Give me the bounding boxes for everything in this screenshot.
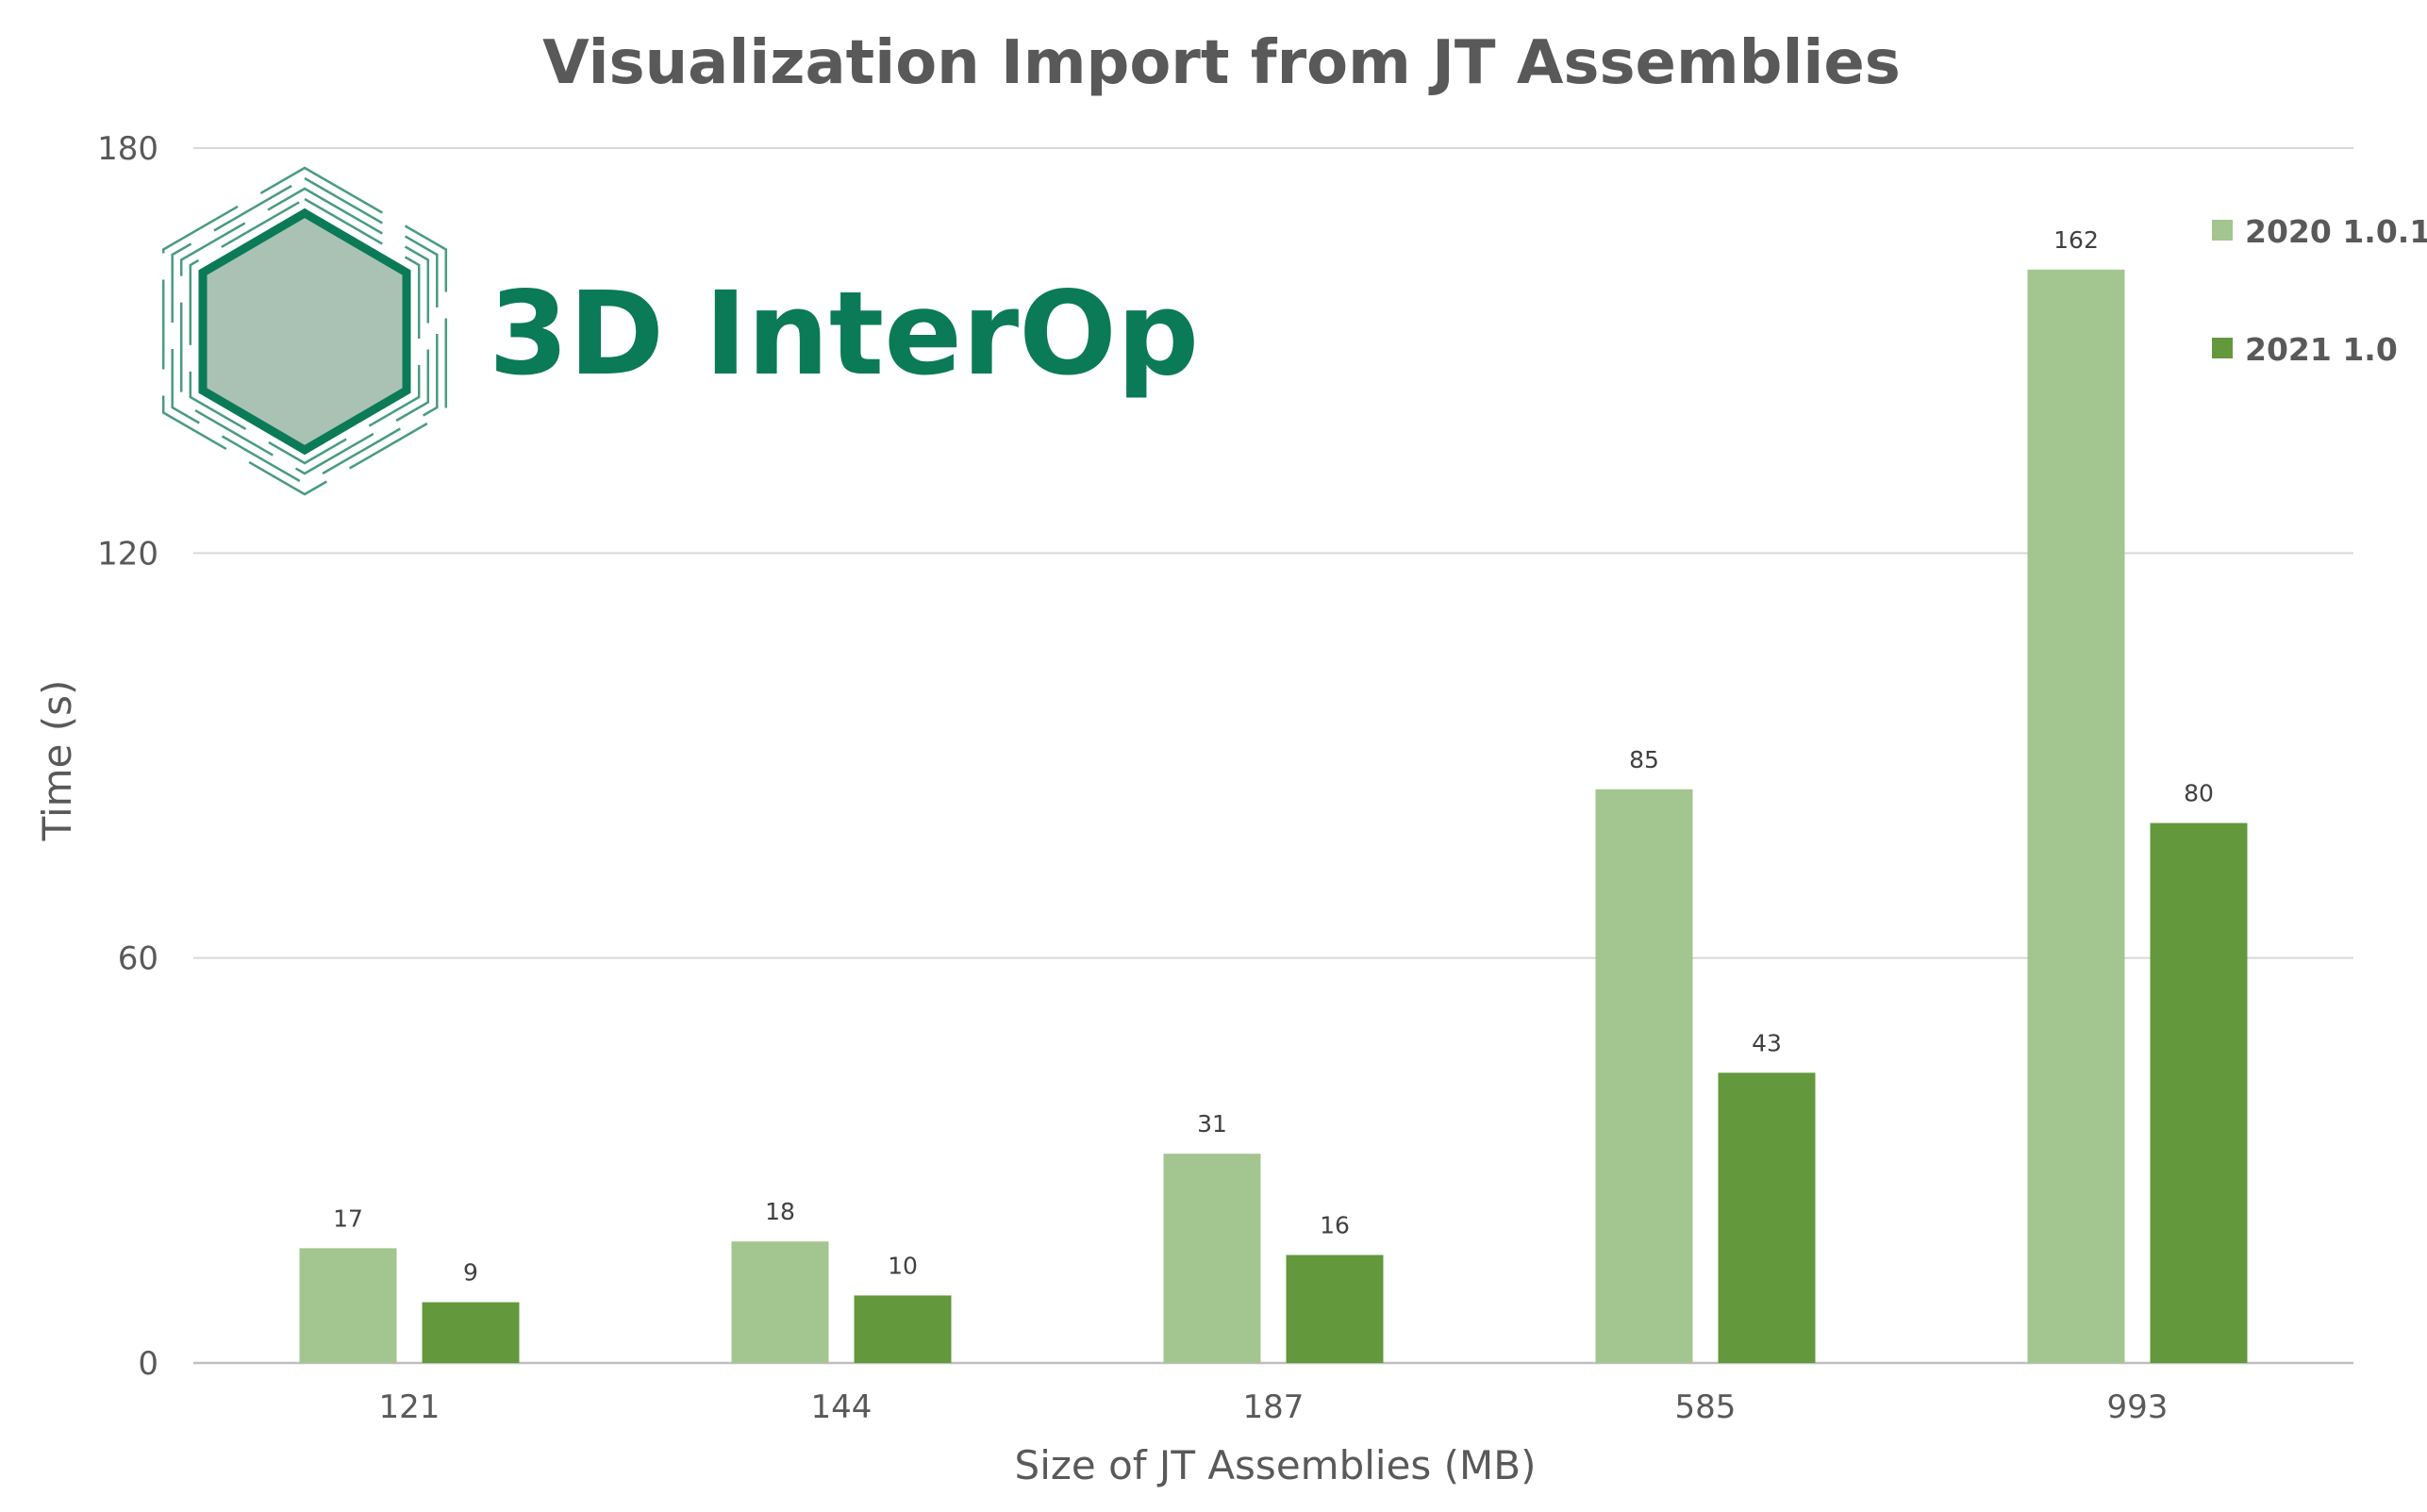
x-tick-label: 993 <box>2107 1388 2169 1426</box>
hex-hatch-line <box>171 176 439 486</box>
hex-hatch-line <box>189 197 421 465</box>
bar <box>1718 1072 1816 1363</box>
data-label: 10 <box>888 1252 918 1279</box>
bar-series <box>299 269 2248 1363</box>
data-label: 43 <box>1752 1029 1782 1056</box>
data-labels: 17 9 18 10 31 16 85 43 162 80 <box>333 226 2214 1287</box>
data-label: 31 <box>1197 1110 1227 1138</box>
x-tick-label: 121 <box>379 1388 441 1426</box>
bar <box>854 1295 952 1363</box>
x-tick-label: 585 <box>1675 1388 1737 1426</box>
gridlines <box>193 147 2353 1365</box>
logo: 3D InterOp <box>161 166 1199 496</box>
y-axis-ticks: 0 60 120 180 <box>97 130 158 1383</box>
bar <box>1595 789 1693 1363</box>
data-label: 18 <box>765 1198 795 1225</box>
x-tick-label: 187 <box>1243 1388 1305 1426</box>
y-tick-label: 180 <box>97 130 158 168</box>
logo-text: 3D InterOp <box>489 267 1199 401</box>
y-tick-label: 60 <box>118 940 158 978</box>
data-label: 17 <box>333 1205 363 1232</box>
bar <box>1286 1254 1384 1363</box>
hexagon-logo-icon <box>161 166 448 496</box>
bar <box>2027 269 2125 1363</box>
legend-swatch <box>2212 338 2233 358</box>
data-label: 16 <box>1320 1212 1350 1239</box>
legend-swatch <box>2212 220 2233 241</box>
bar <box>731 1241 829 1363</box>
hex-hatch-line <box>179 187 430 475</box>
bar <box>1163 1154 1261 1363</box>
legend: 2020 1.0.1 2021 1.0 <box>2212 213 2427 368</box>
y-tick-label: 0 <box>138 1345 158 1383</box>
data-label: 80 <box>2184 780 2214 807</box>
x-axis-title: Size of JT Assemblies (MB) <box>1015 1442 1537 1488</box>
x-axis-ticks: 121 144 187 585 993 <box>379 1388 2169 1426</box>
legend-label: 2020 1.0.1 <box>2245 213 2427 250</box>
data-label: 9 <box>463 1259 478 1287</box>
hex-hatch-line <box>161 166 448 496</box>
bar <box>299 1248 397 1363</box>
x-tick-label: 144 <box>811 1388 873 1426</box>
chart-title: Visualization Import from JT Assemblies <box>542 28 1901 98</box>
data-label: 162 <box>2053 226 2099 254</box>
bar <box>2150 822 2248 1363</box>
data-label: 85 <box>1629 746 1659 773</box>
legend-label: 2021 1.0 <box>2245 331 2398 368</box>
y-tick-label: 120 <box>97 535 158 573</box>
y-axis-title: Time (s) <box>34 680 80 842</box>
bar <box>422 1302 520 1363</box>
